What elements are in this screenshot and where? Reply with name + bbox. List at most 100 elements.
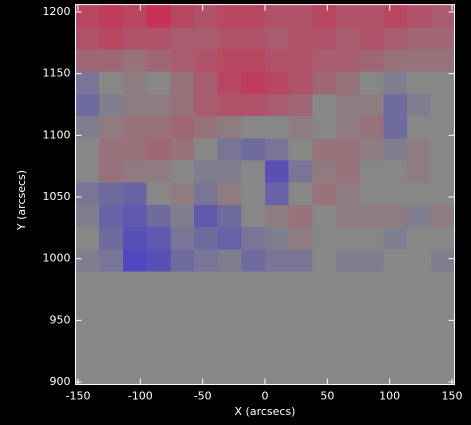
heatmap-cell <box>99 271 124 385</box>
heatmap-cell <box>359 226 384 250</box>
heatmap-cell <box>288 4 313 28</box>
y-tick-label: 900 <box>50 375 71 388</box>
heatmap-cell <box>122 204 148 228</box>
heatmap-cell <box>265 93 290 117</box>
heatmap-cell <box>170 271 195 385</box>
heatmap-cell <box>265 26 290 50</box>
heatmap-cell <box>312 182 337 205</box>
heatmap-cell <box>241 182 266 205</box>
heatmap-cell <box>430 71 455 94</box>
heatmap-cell <box>383 115 408 139</box>
heatmap-cell <box>336 226 361 250</box>
heatmap-cell <box>359 26 384 50</box>
heatmap-cell <box>241 93 266 117</box>
y-axis-title: Y (arcsecs) <box>15 170 28 231</box>
heatmap-cell <box>407 49 432 72</box>
heatmap-cell <box>336 248 361 272</box>
heatmap-cell <box>407 248 432 272</box>
heatmap-cell <box>241 26 266 50</box>
heatmap-cell <box>217 226 242 250</box>
heatmap-cell <box>265 49 290 72</box>
x-tick-label: -50 <box>194 390 212 403</box>
heatmap-cell <box>75 71 100 94</box>
heatmap-cell <box>312 160 337 183</box>
heatmap-cell <box>430 226 455 250</box>
heatmap-cell <box>336 49 361 72</box>
heatmap-cell <box>99 226 124 250</box>
heatmap-cell <box>75 271 100 385</box>
heatmap-cell <box>170 49 195 72</box>
heatmap-cell <box>193 248 219 272</box>
heatmap-cell <box>122 49 148 72</box>
heatmap-cell <box>383 26 408 50</box>
heatmap-cell <box>170 26 195 50</box>
heatmap-cell <box>312 71 337 94</box>
heatmap-cell <box>193 115 219 139</box>
heatmap-cell <box>75 115 100 139</box>
heatmap-cell <box>312 115 337 139</box>
heatmap-cell <box>407 93 432 117</box>
heatmap-cell <box>265 160 290 183</box>
heatmap-cell <box>288 49 313 72</box>
heatmap-cell <box>99 182 124 205</box>
heatmap-cell <box>383 182 408 205</box>
x-tick-label: 50 <box>320 390 334 403</box>
heatmap-cell <box>430 248 455 272</box>
heatmap-cell <box>359 93 384 117</box>
heatmap-cell <box>312 93 337 117</box>
heatmap-cell <box>75 49 100 72</box>
heatmap-cell <box>146 137 171 161</box>
heatmap-cell <box>146 71 171 94</box>
heatmap-cell <box>265 226 290 250</box>
heatmap-cell <box>122 226 148 250</box>
heatmap-cell <box>407 160 432 183</box>
heatmap-cell <box>288 271 313 385</box>
heatmap-cell <box>99 160 124 183</box>
heatmap-cell <box>383 4 408 28</box>
heatmap-cell <box>336 4 361 28</box>
heatmap-cell <box>99 93 124 117</box>
heatmap-cell <box>170 137 195 161</box>
heatmap-cell <box>241 271 266 385</box>
heatmap-cell <box>193 271 219 385</box>
heatmap-cell <box>265 71 290 94</box>
heatmap-cell <box>122 4 148 28</box>
y-tick-label: 1050 <box>43 190 71 203</box>
heatmap-cell <box>75 160 100 183</box>
heatmap-cell <box>430 93 455 117</box>
heatmap-cell <box>75 204 100 228</box>
heatmap-cell <box>241 204 266 228</box>
heatmap-cell <box>336 271 361 385</box>
heatmap-cell <box>99 248 124 272</box>
heatmap-cell <box>383 271 408 385</box>
heatmap-cell <box>122 93 148 117</box>
heatmap-cell <box>265 137 290 161</box>
heatmap-cell <box>241 49 266 72</box>
heatmap-cell <box>193 49 219 72</box>
heatmap-cell <box>288 182 313 205</box>
heatmap-cell <box>146 226 171 250</box>
x-tick-label: 100 <box>379 390 400 403</box>
heatmap-cell <box>75 26 100 50</box>
heatmap-cell <box>99 71 124 94</box>
heatmap-cell <box>359 160 384 183</box>
heatmap-cell <box>146 26 171 50</box>
heatmap-cell <box>217 160 242 183</box>
heatmap-cell <box>170 248 195 272</box>
heatmap-cell <box>75 248 100 272</box>
heatmap-cell <box>336 182 361 205</box>
heatmap-cell <box>312 4 337 28</box>
heatmap-cell <box>383 226 408 250</box>
heatmap-cell <box>407 137 432 161</box>
heatmap-cell <box>383 204 408 228</box>
heatmap-cell <box>217 4 242 28</box>
heatmap-cell <box>241 226 266 250</box>
heatmap-cell <box>430 4 455 28</box>
heatmap-cell <box>217 26 242 50</box>
heatmap-cell <box>217 271 242 385</box>
heatmap-cell <box>430 137 455 161</box>
heatmap-cell <box>312 204 337 228</box>
heatmap-cell <box>265 271 290 385</box>
heatmap-cell <box>99 137 124 161</box>
